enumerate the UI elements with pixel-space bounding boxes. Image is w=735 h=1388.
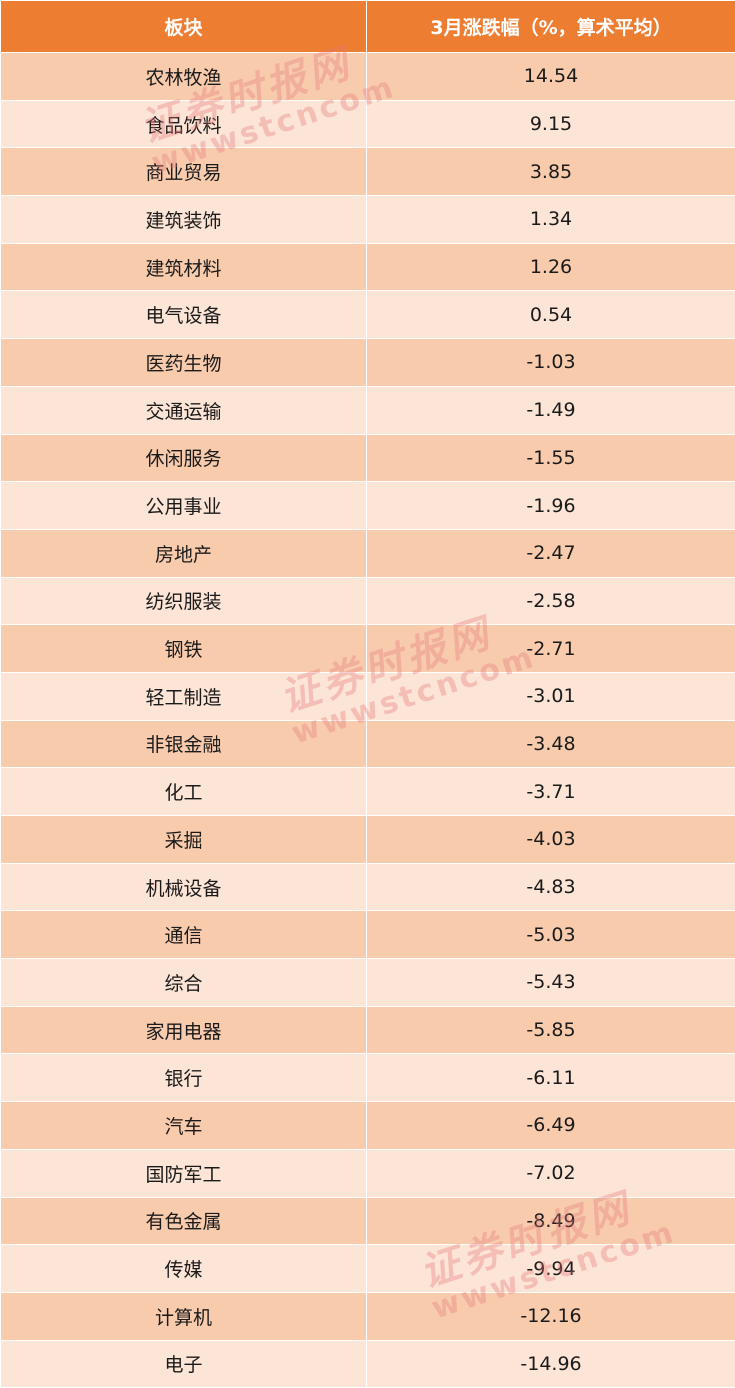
cell-change: 9.15 xyxy=(366,99,735,149)
cell-sector: 纺织服装 xyxy=(0,576,367,626)
cell-sector: 轻工制造 xyxy=(0,671,367,721)
cell-change: -1.49 xyxy=(366,385,735,435)
table-row: 采掘 -4.03 xyxy=(0,815,735,864)
cell-change: -8.49 xyxy=(366,1196,735,1246)
table-row: 公用事业 -1.96 xyxy=(0,481,735,530)
cell-sector: 传媒 xyxy=(0,1244,367,1293)
table-row: 计算机 -12.16 xyxy=(0,1291,735,1341)
table-row: 传媒 -9.94 xyxy=(0,1244,735,1293)
cell-change: -3.01 xyxy=(366,671,735,721)
cell-sector: 食品饮料 xyxy=(0,99,367,149)
table-row: 机械设备 -4.83 xyxy=(0,862,735,912)
cell-change: 0.54 xyxy=(366,290,735,340)
table-row: 房地产 -2.47 xyxy=(0,528,735,578)
cell-sector: 房地产 xyxy=(0,528,367,578)
header-change: 3月涨跌幅（%，算术平均） xyxy=(366,0,735,53)
table-body: 农林牧渔 14.54 食品饮料 9.15 商业贸易 3.85 建筑装饰 1.34 建筑材料 1.2… xyxy=(0,52,735,1388)
cell-sector: 有色金属 xyxy=(0,1196,367,1246)
table-row: 休闲服务 -1.55 xyxy=(0,433,735,483)
table-row: 商业贸易 3.85 xyxy=(0,147,735,197)
cell-sector: 医药生物 xyxy=(0,338,367,387)
cell-sector: 通信 xyxy=(0,910,367,960)
cell-sector: 休闲服务 xyxy=(0,433,367,483)
cell-change: -7.02 xyxy=(366,1148,735,1198)
cell-change: -1.03 xyxy=(366,338,735,387)
table-row: 通信 -5.03 xyxy=(0,910,735,960)
table-row: 轻工制造 -3.01 xyxy=(0,671,735,721)
cell-change: -1.55 xyxy=(366,433,735,483)
table-row: 建筑材料 1.26 xyxy=(0,242,735,292)
cell-change: -4.83 xyxy=(366,862,735,912)
cell-change: -3.71 xyxy=(366,767,735,816)
cell-change: -1.96 xyxy=(366,481,735,530)
cell-sector: 采掘 xyxy=(0,815,367,864)
cell-change: -14.96 xyxy=(366,1339,735,1388)
table-row: 汽车 -6.49 xyxy=(0,1101,735,1150)
cell-sector: 化工 xyxy=(0,767,367,816)
cell-change: -2.47 xyxy=(366,528,735,578)
cell-sector: 电子 xyxy=(0,1339,367,1388)
table-row: 农林牧渔 14.54 xyxy=(0,52,735,101)
table-row: 电子 -14.96 xyxy=(0,1339,735,1388)
table-row: 化工 -3.71 xyxy=(0,767,735,816)
table-row: 医药生物 -1.03 xyxy=(0,338,735,387)
cell-change: -6.49 xyxy=(366,1101,735,1150)
table-row: 钢铁 -2.71 xyxy=(0,624,735,673)
cell-sector: 银行 xyxy=(0,1053,367,1103)
table-row: 综合 -5.43 xyxy=(0,958,735,1007)
cell-change: 1.34 xyxy=(366,195,735,244)
table-row: 纺织服装 -2.58 xyxy=(0,576,735,626)
table-row: 非银金融 -3.48 xyxy=(0,719,735,769)
cell-sector: 建筑材料 xyxy=(0,242,367,292)
cell-change: 1.26 xyxy=(366,242,735,292)
cell-change: -6.11 xyxy=(366,1053,735,1103)
cell-change: 14.54 xyxy=(366,52,735,101)
cell-sector: 公用事业 xyxy=(0,481,367,530)
table-row: 交通运输 -1.49 xyxy=(0,385,735,435)
cell-sector: 商业贸易 xyxy=(0,147,367,197)
cell-sector: 非银金融 xyxy=(0,719,367,769)
cell-change: -5.85 xyxy=(366,1005,735,1055)
cell-sector: 家用电器 xyxy=(0,1005,367,1055)
table-header-row: 板块 3月涨跌幅（%，算术平均） xyxy=(0,0,735,53)
header-sector: 板块 xyxy=(0,0,367,53)
cell-sector: 农林牧渔 xyxy=(0,52,367,101)
cell-change: -9.94 xyxy=(366,1244,735,1293)
cell-sector: 综合 xyxy=(0,958,367,1007)
cell-change: -2.58 xyxy=(366,576,735,626)
table-row: 国防军工 -7.02 xyxy=(0,1148,735,1198)
table-row: 家用电器 -5.85 xyxy=(0,1005,735,1055)
cell-sector: 汽车 xyxy=(0,1101,367,1150)
cell-change: -4.03 xyxy=(366,815,735,864)
cell-sector: 建筑装饰 xyxy=(0,195,367,244)
table-row: 食品饮料 9.15 xyxy=(0,99,735,149)
cell-change: -12.16 xyxy=(366,1291,735,1341)
cell-change: -5.43 xyxy=(366,958,735,1007)
cell-change: -2.71 xyxy=(366,624,735,673)
cell-sector: 国防军工 xyxy=(0,1148,367,1198)
table-row: 建筑装饰 1.34 xyxy=(0,195,735,244)
cell-sector: 机械设备 xyxy=(0,862,367,912)
cell-change: -5.03 xyxy=(366,910,735,960)
table-row: 有色金属 -8.49 xyxy=(0,1196,735,1246)
cell-sector: 计算机 xyxy=(0,1291,367,1341)
cell-change: 3.85 xyxy=(366,147,735,197)
table-row: 电气设备 0.54 xyxy=(0,290,735,340)
cell-sector: 钢铁 xyxy=(0,624,367,673)
cell-sector: 电气设备 xyxy=(0,290,367,340)
cell-sector: 交通运输 xyxy=(0,385,367,435)
table-row: 银行 -6.11 xyxy=(0,1053,735,1103)
cell-change: -3.48 xyxy=(366,719,735,769)
